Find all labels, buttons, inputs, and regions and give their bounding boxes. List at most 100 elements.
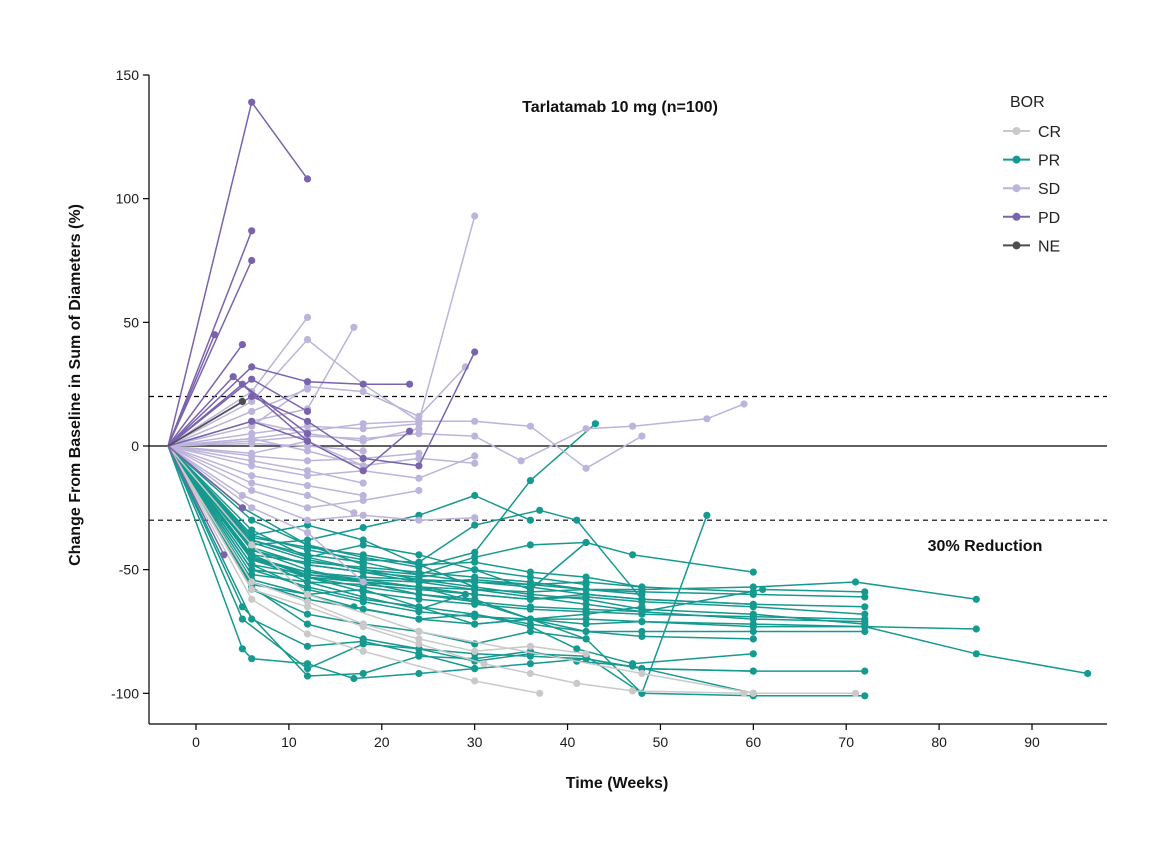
patient-line <box>167 445 754 576</box>
data-point <box>582 578 590 586</box>
data-point <box>471 212 479 220</box>
data-point <box>415 454 423 462</box>
data-point <box>359 620 367 628</box>
data-point <box>638 632 646 641</box>
data-point <box>526 615 535 623</box>
data-point <box>471 578 479 586</box>
patient-line <box>167 215 476 447</box>
data-point <box>749 667 757 675</box>
legend-label-pr: PR <box>1038 153 1060 170</box>
data-point <box>526 580 535 589</box>
patient-line <box>167 445 364 497</box>
data-point <box>359 420 367 428</box>
data-point <box>749 689 757 697</box>
series-layer <box>167 98 1092 700</box>
data-point <box>229 373 237 381</box>
data-point <box>415 627 423 636</box>
x-tick-label: 70 <box>838 734 854 750</box>
data-point <box>303 590 312 599</box>
legend-label-ne: NE <box>1038 238 1060 255</box>
data-point <box>303 516 312 524</box>
patient-line <box>167 445 587 591</box>
data-point <box>415 652 423 660</box>
legend-marker-pd <box>1012 212 1021 221</box>
patient-line <box>167 366 466 447</box>
data-point <box>749 588 757 596</box>
series-pd <box>167 98 479 559</box>
patient-line <box>167 445 754 606</box>
data-point <box>359 640 367 648</box>
data-point <box>471 521 479 529</box>
patient-line <box>167 445 754 672</box>
data-point <box>238 397 246 406</box>
data-point <box>238 341 246 349</box>
data-point <box>303 665 312 673</box>
x-axis-title: Time (Weeks) <box>566 775 669 792</box>
data-point <box>415 669 423 678</box>
data-point <box>359 524 367 532</box>
data-point <box>573 679 581 688</box>
data-point <box>303 385 312 393</box>
patient-line <box>167 445 587 645</box>
data-point <box>248 392 256 401</box>
data-point <box>359 647 367 655</box>
data-point <box>303 467 312 475</box>
data-point <box>536 689 544 697</box>
data-point <box>359 388 367 396</box>
data-point <box>248 397 256 406</box>
data-point <box>303 336 312 344</box>
data-point <box>471 417 479 425</box>
legend-marker-pr <box>1012 155 1021 164</box>
data-point <box>303 417 312 425</box>
data-point <box>303 491 312 500</box>
data-point <box>303 378 312 386</box>
y-tick-label: 100 <box>116 191 140 207</box>
x-tick-label: 80 <box>931 734 947 750</box>
patient-line <box>167 445 865 697</box>
x-tick-label: 50 <box>653 734 669 750</box>
data-point <box>248 504 256 512</box>
data-point <box>248 585 256 594</box>
patient-line <box>168 440 475 467</box>
data-point <box>415 449 423 457</box>
data-point <box>359 447 367 455</box>
data-point <box>749 627 757 636</box>
legend-title: BOR <box>1010 94 1045 111</box>
data-point <box>582 464 590 472</box>
data-point <box>861 593 869 601</box>
data-point <box>303 620 312 628</box>
data-point <box>238 615 246 623</box>
data-point <box>303 553 312 561</box>
data-point <box>303 672 312 680</box>
data-point <box>749 635 757 643</box>
data-point <box>350 323 358 331</box>
legend-marker-ne <box>1012 241 1021 250</box>
data-point <box>851 689 860 697</box>
data-point <box>248 595 256 603</box>
data-point <box>972 595 980 603</box>
data-point <box>703 511 711 519</box>
data-point <box>248 417 256 425</box>
data-point <box>638 610 646 618</box>
data-point <box>248 256 256 265</box>
x-tick-label: 40 <box>560 734 576 750</box>
data-point <box>248 363 256 371</box>
data-point <box>359 454 367 462</box>
data-point <box>248 541 256 549</box>
data-point <box>526 541 535 549</box>
data-point <box>359 491 367 500</box>
data-point <box>303 457 312 465</box>
patient-line <box>167 400 243 447</box>
series-pr <box>167 420 1092 700</box>
data-point <box>248 439 256 448</box>
data-point <box>582 627 590 636</box>
data-point <box>406 380 414 388</box>
data-point <box>303 610 312 618</box>
x-ticks: 0 10 20 30 40 50 60 70 80 90 <box>192 724 1040 750</box>
legend-label-pd: PD <box>1038 210 1060 227</box>
data-point <box>248 578 256 586</box>
data-point <box>638 598 646 606</box>
data-point <box>248 462 256 470</box>
data-point <box>238 645 246 653</box>
data-point <box>526 605 535 613</box>
